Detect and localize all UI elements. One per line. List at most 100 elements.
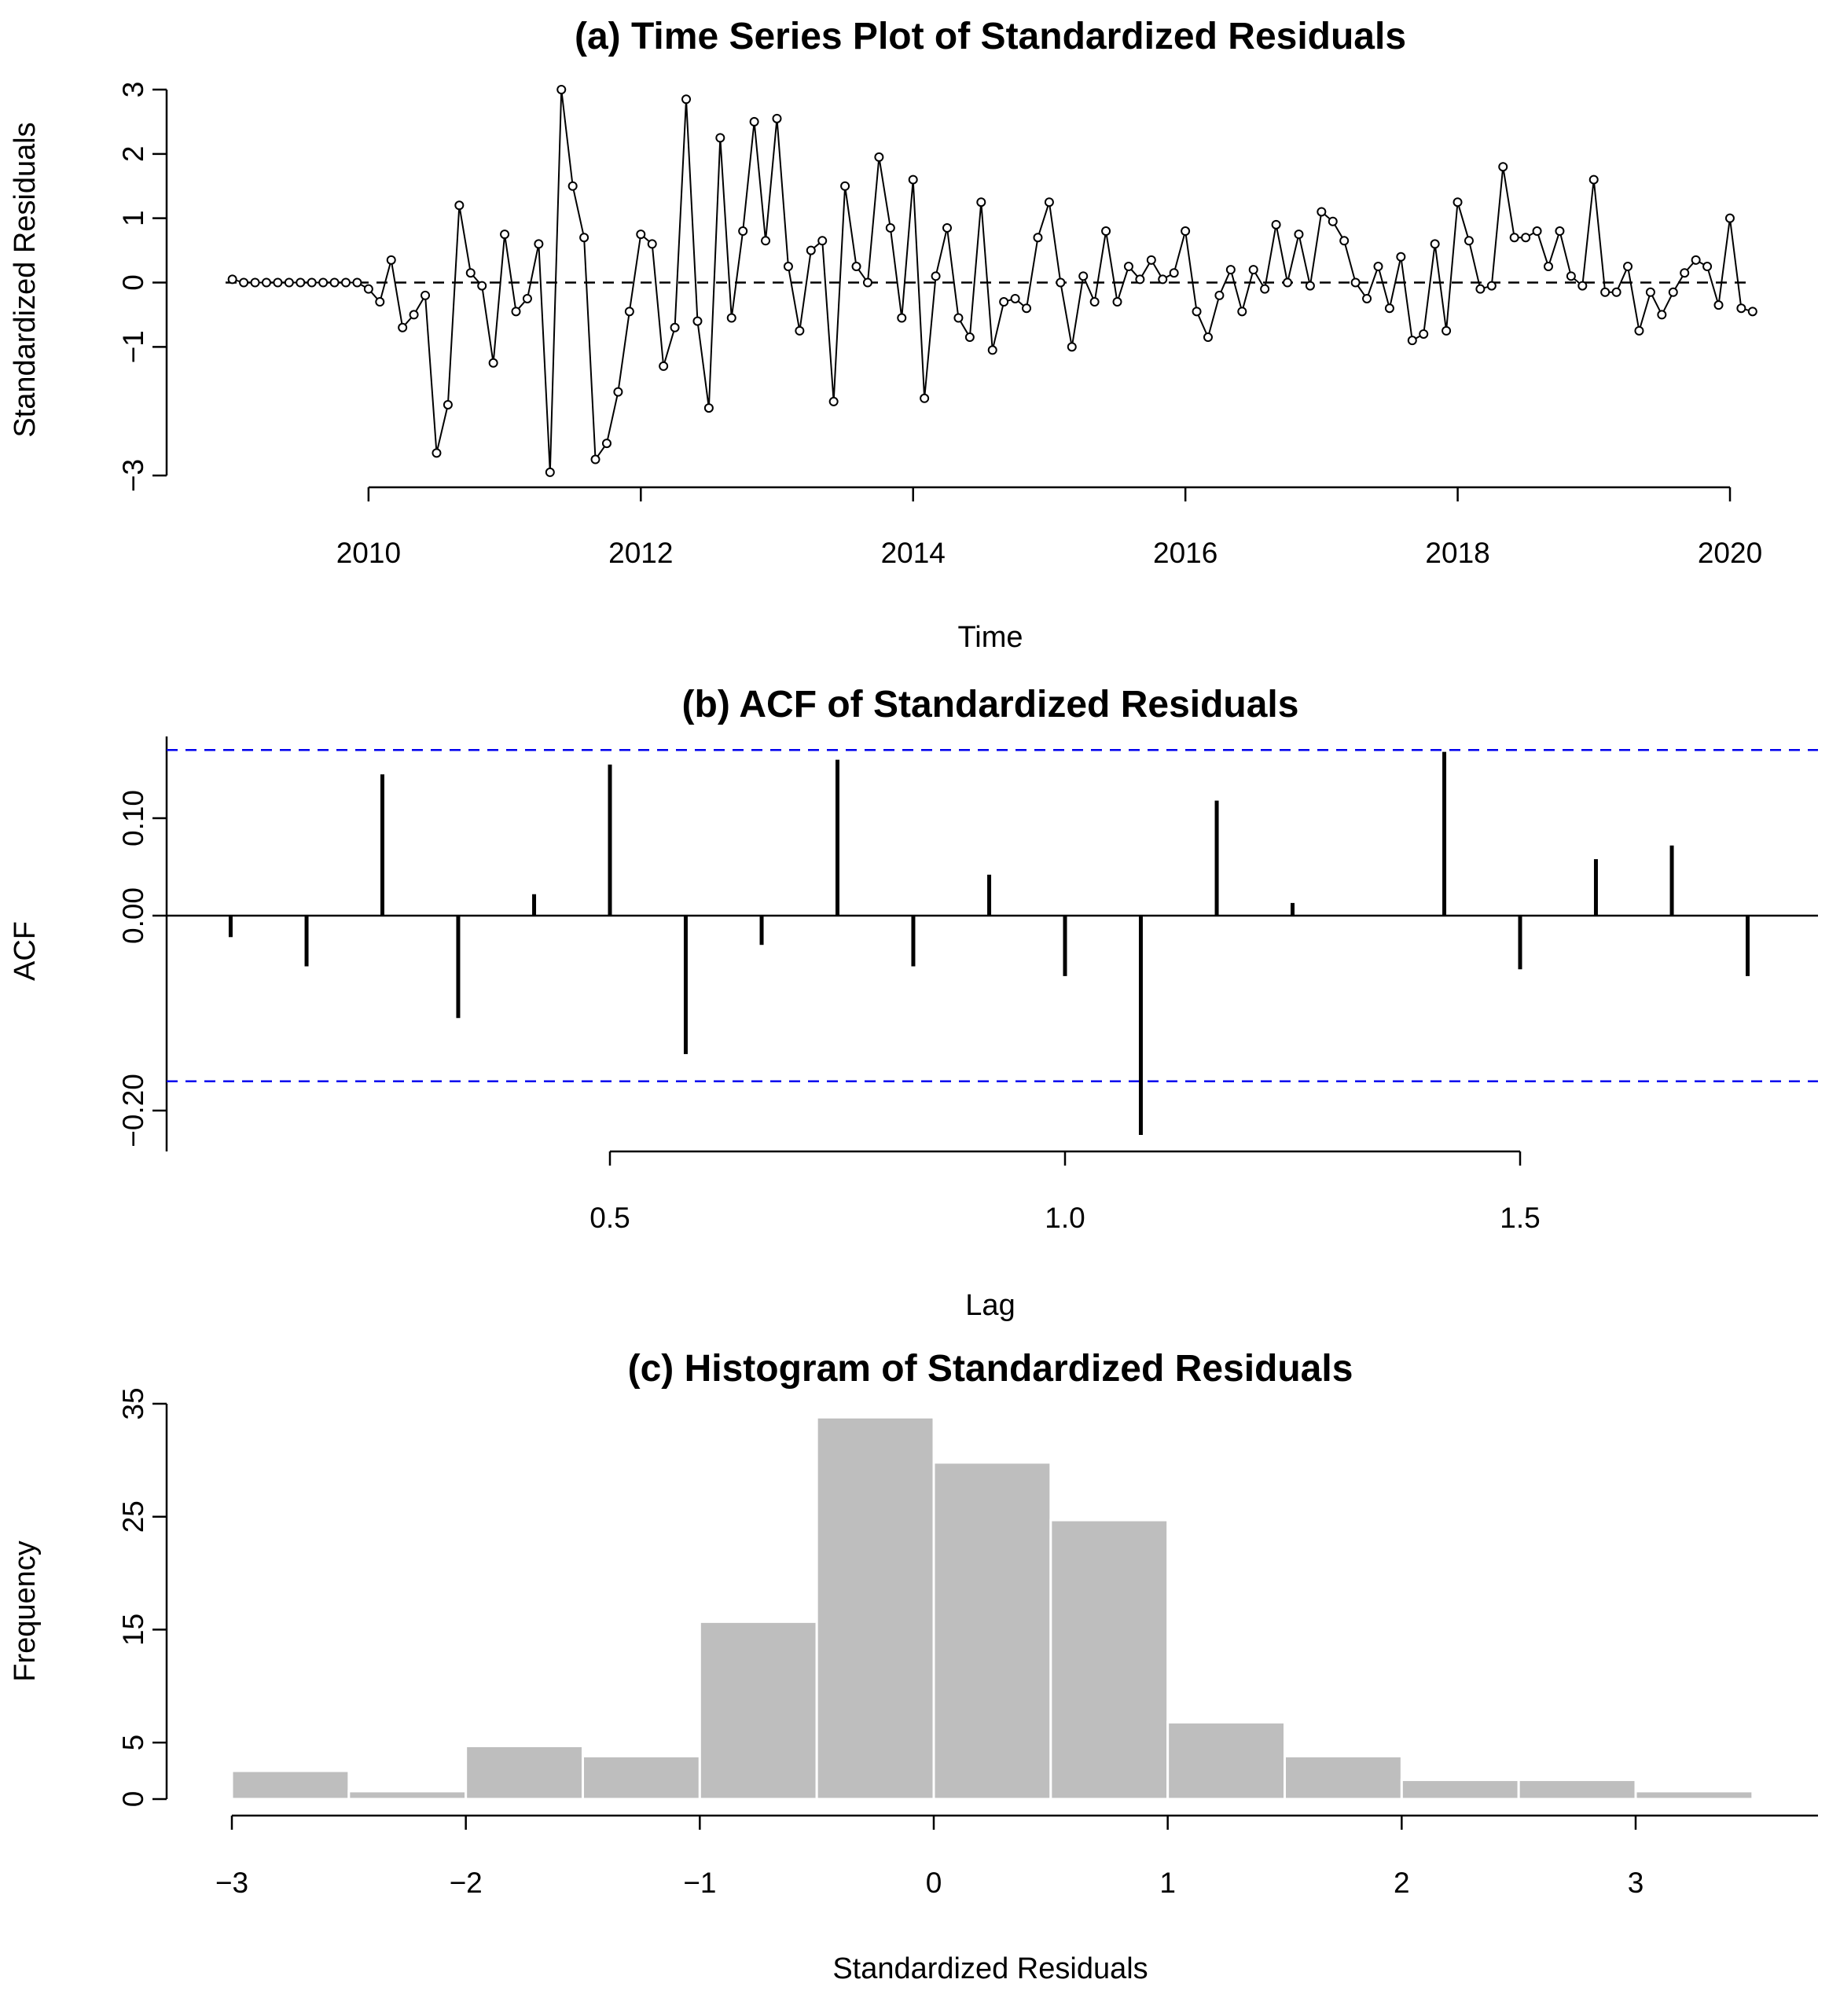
panel-a-point xyxy=(477,281,487,291)
panel-a-point xyxy=(806,245,816,255)
panel-a-point xyxy=(1577,281,1588,291)
panel-a-point xyxy=(284,277,294,288)
panel-c-histogram: (c) Histogram of Standardized Residuals … xyxy=(9,1348,1818,1985)
panel-a-point xyxy=(1305,281,1315,291)
panel-a-point xyxy=(1521,233,1531,243)
panel-a-point xyxy=(1192,307,1202,317)
panel-c-hist-bar xyxy=(698,1620,818,1801)
panel-a-point xyxy=(375,297,385,307)
panel-a-point xyxy=(1555,226,1565,237)
panel-a-point xyxy=(1169,268,1179,278)
panel-a-point xyxy=(1724,213,1735,223)
panel-a-y-tick-label: 0 xyxy=(117,274,149,291)
panel-c-hist-bar xyxy=(1517,1779,1637,1801)
panel-a-point xyxy=(1430,239,1440,249)
panel-b-x-tick-label: 1.0 xyxy=(1045,1202,1085,1234)
panel-a-point xyxy=(874,152,884,162)
panel-a-xlabel: Time xyxy=(957,621,1023,654)
panel-a-point xyxy=(885,222,895,233)
panel-a-point xyxy=(250,277,260,288)
panel-a-point xyxy=(1203,332,1213,343)
panel-c-title: (c) Histogram of Standardized Residuals xyxy=(628,1348,1353,1390)
panel-a-point xyxy=(999,297,1009,307)
panel-c-x-tick-label: −2 xyxy=(450,1867,483,1899)
panel-a-point xyxy=(1464,236,1474,246)
panel-a-point xyxy=(1033,233,1043,243)
panel-a-point xyxy=(465,268,476,278)
panel-b-acf: (b) ACF of Standardized Residuals ACF La… xyxy=(9,684,1818,1322)
panel-c-hist-bar xyxy=(1284,1754,1403,1801)
panel-a-marks xyxy=(226,85,1757,477)
panel-a-y-tick-label: −3 xyxy=(117,459,149,492)
panel-a-point xyxy=(500,230,510,240)
panel-b-marks xyxy=(167,748,1818,1135)
panel-a-point xyxy=(828,396,839,406)
panel-a-point xyxy=(840,181,850,191)
panel-a-y-tick-label: 1 xyxy=(117,210,149,226)
panel-a-series-line xyxy=(232,89,1754,472)
panel-c-hist-bar xyxy=(582,1754,701,1801)
panel-a-point xyxy=(851,262,861,272)
panel-a-point xyxy=(670,322,680,332)
panel-a-point xyxy=(1362,293,1372,303)
panel-a-point xyxy=(227,274,237,285)
panel-a-point xyxy=(1294,230,1304,240)
panel-a-point xyxy=(545,467,555,477)
panel-b-ylabel: ACF xyxy=(9,921,42,981)
panel-a-point xyxy=(942,222,952,233)
panel-a-point xyxy=(1260,284,1270,294)
panel-b-axes: −0.20 0.00 0.10 0.5 1.0 1.5 xyxy=(117,736,1541,1234)
panel-a-point xyxy=(1237,307,1247,317)
panel-a-point xyxy=(1339,236,1350,246)
panel-a-point xyxy=(1067,342,1077,352)
panel-a-point xyxy=(1566,271,1576,281)
panel-a-point xyxy=(409,310,419,320)
panel-a-ylabel: Standardized Residuals xyxy=(9,122,42,437)
panel-a-point xyxy=(862,277,872,288)
panel-a-point xyxy=(908,174,918,185)
panel-a-point xyxy=(817,236,828,246)
panel-a-point xyxy=(1668,287,1678,297)
panel-a-point xyxy=(1657,310,1667,320)
panel-a-point xyxy=(296,277,306,288)
panel-a-point xyxy=(522,293,532,303)
panel-a-point xyxy=(273,277,283,288)
panel-a-point xyxy=(1486,281,1497,291)
panel-a-point xyxy=(1691,255,1701,265)
panel-b-y-tick-label: 0.10 xyxy=(117,790,149,846)
panel-a-point xyxy=(1453,197,1463,207)
panel-a-point xyxy=(976,197,986,207)
panel-a-point xyxy=(1283,277,1293,288)
panel-a-point xyxy=(590,454,600,465)
panel-a-point xyxy=(1214,290,1225,300)
panel-a-point xyxy=(1271,219,1281,230)
panel-a-point xyxy=(692,316,703,326)
panel-a-point xyxy=(567,181,578,191)
panel-a-title: (a) Time Series Plot of Standardized Res… xyxy=(575,16,1406,57)
panel-a-point xyxy=(1384,303,1394,314)
panel-a-point xyxy=(1044,197,1054,207)
panel-a-x-tick-label: 2010 xyxy=(336,537,401,569)
panel-c-x-tick-label: 0 xyxy=(926,1867,942,1899)
panel-a-point xyxy=(1112,297,1122,307)
panel-a-point xyxy=(772,113,782,123)
panel-a-point xyxy=(1747,307,1757,317)
panel-a-point xyxy=(454,200,465,211)
panel-a-point xyxy=(1407,336,1417,346)
panel-a-point xyxy=(341,277,351,288)
panel-c-x-tick-label: 1 xyxy=(1159,1867,1176,1899)
panel-c-hist-bar xyxy=(230,1769,351,1801)
panel-a-point xyxy=(624,307,634,317)
panel-a-point xyxy=(1158,274,1168,285)
panel-a-point xyxy=(1181,226,1191,237)
panel-a-point xyxy=(1146,255,1156,265)
panel-a-point xyxy=(307,277,317,288)
panel-a-point xyxy=(534,239,544,249)
panel-a-point xyxy=(931,271,941,281)
panel-c-hist-bar xyxy=(1049,1518,1170,1801)
panel-c-hist-bar xyxy=(932,1461,1052,1801)
panel-a-point xyxy=(1611,287,1621,297)
panel-a-point xyxy=(749,116,759,127)
panel-a-point xyxy=(1248,265,1258,275)
